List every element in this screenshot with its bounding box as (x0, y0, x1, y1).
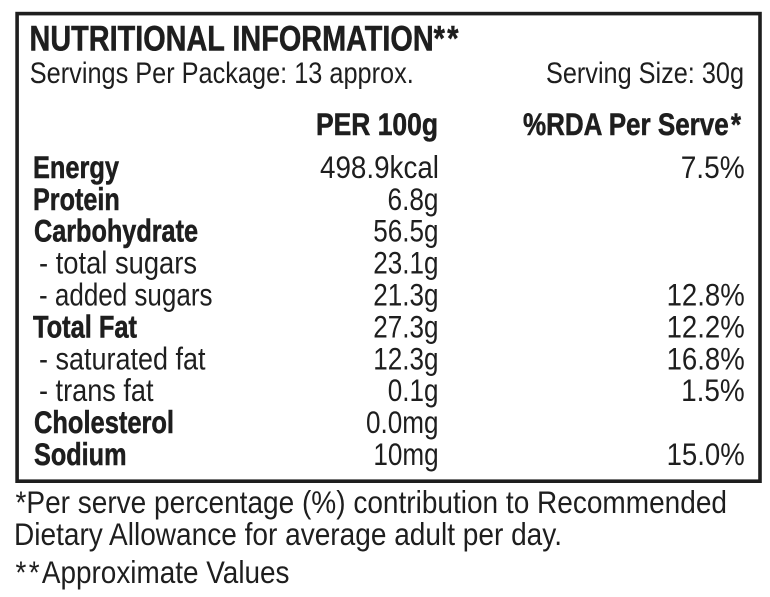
svg-text:10mg: 10mg (373, 436, 438, 472)
svg-text:12.8%: 12.8% (667, 277, 745, 313)
svg-text:23.1g: 23.1g (373, 245, 438, 281)
svg-text:Total Fat: Total Fat (33, 308, 137, 344)
svg-text:NUTRITIONAL INFORMATION* *: NUTRITIONAL INFORMATION* * (30, 20, 459, 59)
svg-text:15.0%: 15.0% (667, 436, 745, 472)
svg-text:- trans fat: - trans fat (39, 372, 154, 408)
svg-text:Carbohydrate: Carbohydrate (34, 213, 198, 249)
svg-text:Dietary Allowance for average: Dietary Allowance for average adult per … (14, 516, 562, 552)
svg-text:0.1g: 0.1g (388, 372, 439, 408)
svg-text:0.0mg: 0.0mg (366, 404, 439, 440)
svg-text:PER 100g: PER 100g (316, 106, 438, 142)
svg-text:Servings Per Package: 13 appro: Servings Per Package: 13 approx. (30, 57, 414, 90)
svg-text:21.3g: 21.3g (373, 277, 438, 313)
svg-text:27.3g: 27.3g (373, 308, 438, 344)
svg-text:- added sugars: - added sugars (39, 277, 213, 313)
svg-text:Energy: Energy (33, 149, 119, 185)
svg-text:12.3g: 12.3g (373, 340, 438, 376)
svg-text:Serving Size: 30g: Serving Size: 30g (546, 57, 744, 90)
svg-text:Protein: Protein (33, 181, 120, 217)
svg-text:12.2%: 12.2% (667, 308, 745, 344)
svg-text:7.5%: 7.5% (681, 149, 745, 185)
svg-text:Sodium: Sodium (34, 436, 127, 472)
svg-text:498.9kcal: 498.9kcal (320, 149, 439, 185)
svg-text:%RDA Per Serve *: %RDA Per Serve * (523, 106, 742, 142)
svg-text:16.8%: 16.8% (667, 340, 745, 376)
svg-text:* * Approximate Values: * * Approximate Values (16, 554, 290, 590)
svg-text:Cholesterol: Cholesterol (34, 404, 174, 440)
svg-text:*Per serve percentage (%) cont: *Per serve percentage (%) contribution t… (16, 484, 728, 520)
svg-text:56.5g: 56.5g (373, 213, 438, 249)
svg-text:- total sugars: - total sugars (39, 245, 197, 281)
svg-text:6.8g: 6.8g (388, 181, 439, 217)
svg-text:1.5%: 1.5% (681, 372, 745, 408)
svg-text:- saturated fat: - saturated fat (39, 340, 206, 376)
